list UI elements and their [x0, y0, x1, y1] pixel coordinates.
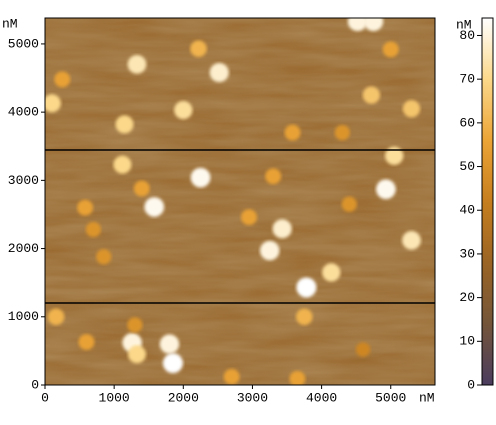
particle: [289, 370, 306, 385]
y-tick-label: 1000: [8, 309, 39, 324]
particle: [260, 240, 280, 261]
x-tick-label: 5000: [375, 390, 406, 405]
colorbar-tick-label: 80: [459, 28, 475, 43]
image: [45, 18, 435, 385]
particle: [385, 146, 404, 165]
particle: [190, 167, 211, 188]
y-tick-label: 3000: [8, 173, 39, 188]
particle: [296, 277, 317, 298]
colorbar-tick-label: 70: [459, 72, 475, 87]
particle: [382, 41, 399, 58]
particle: [115, 115, 134, 134]
particle: [223, 368, 240, 385]
y-tick-label: 2000: [8, 241, 39, 256]
colorbar-tick-label: 30: [459, 246, 475, 261]
x-tick-label: 4000: [306, 390, 337, 405]
particle: [78, 334, 95, 350]
particle: [341, 196, 357, 212]
x-tick-label: 2000: [168, 390, 199, 405]
y-tick-label: 0: [31, 377, 39, 392]
colorbar-tick-label: 20: [459, 290, 475, 305]
plot-frame: [44, 17, 436, 386]
particles: [45, 18, 421, 385]
particle: [127, 55, 147, 74]
particle: [85, 221, 101, 238]
y-tick-label: 4000: [8, 105, 39, 120]
particle: [363, 18, 384, 32]
particle: [47, 308, 65, 326]
colorbar: [481, 17, 494, 386]
particle: [347, 18, 368, 32]
particle: [127, 345, 146, 364]
y-tick-label: 5000: [8, 36, 39, 51]
particle: [272, 219, 292, 239]
x-tick-label: 0: [41, 390, 49, 405]
particle: [376, 179, 396, 200]
x-axis-label: nM: [419, 390, 435, 405]
particle: [133, 180, 150, 197]
particle: [96, 249, 112, 265]
particle: [77, 199, 94, 216]
particle: [45, 94, 61, 113]
colorbar-tick-label: 0: [467, 377, 475, 392]
particle: [162, 353, 183, 374]
particle: [284, 124, 301, 141]
x-tick-label: 3000: [237, 390, 268, 405]
particle: [127, 317, 143, 333]
particle: [355, 342, 371, 357]
particle: [322, 263, 341, 282]
colorbar-tick-label: 40: [459, 203, 475, 218]
particle: [174, 100, 193, 120]
image-texture: [45, 18, 435, 385]
colorbar-tick-label: 10: [459, 334, 475, 349]
x-tick-label: 1000: [99, 390, 130, 405]
y-axis-label: nM: [2, 16, 18, 31]
colorbar-tick-label: 50: [459, 159, 475, 174]
colorbar-tick-label: 60: [459, 115, 475, 130]
particle: [113, 155, 132, 174]
particle: [296, 308, 313, 326]
particle: [402, 100, 421, 118]
particle: [209, 63, 229, 83]
particle: [159, 334, 180, 354]
particle: [362, 86, 381, 104]
colorbar-label: nM: [456, 17, 472, 32]
particle: [265, 168, 282, 185]
particle: [334, 125, 350, 141]
particle: [54, 71, 71, 88]
particle: [241, 209, 257, 226]
particle: [402, 231, 421, 250]
particle: [144, 197, 165, 217]
particle: [190, 40, 207, 57]
